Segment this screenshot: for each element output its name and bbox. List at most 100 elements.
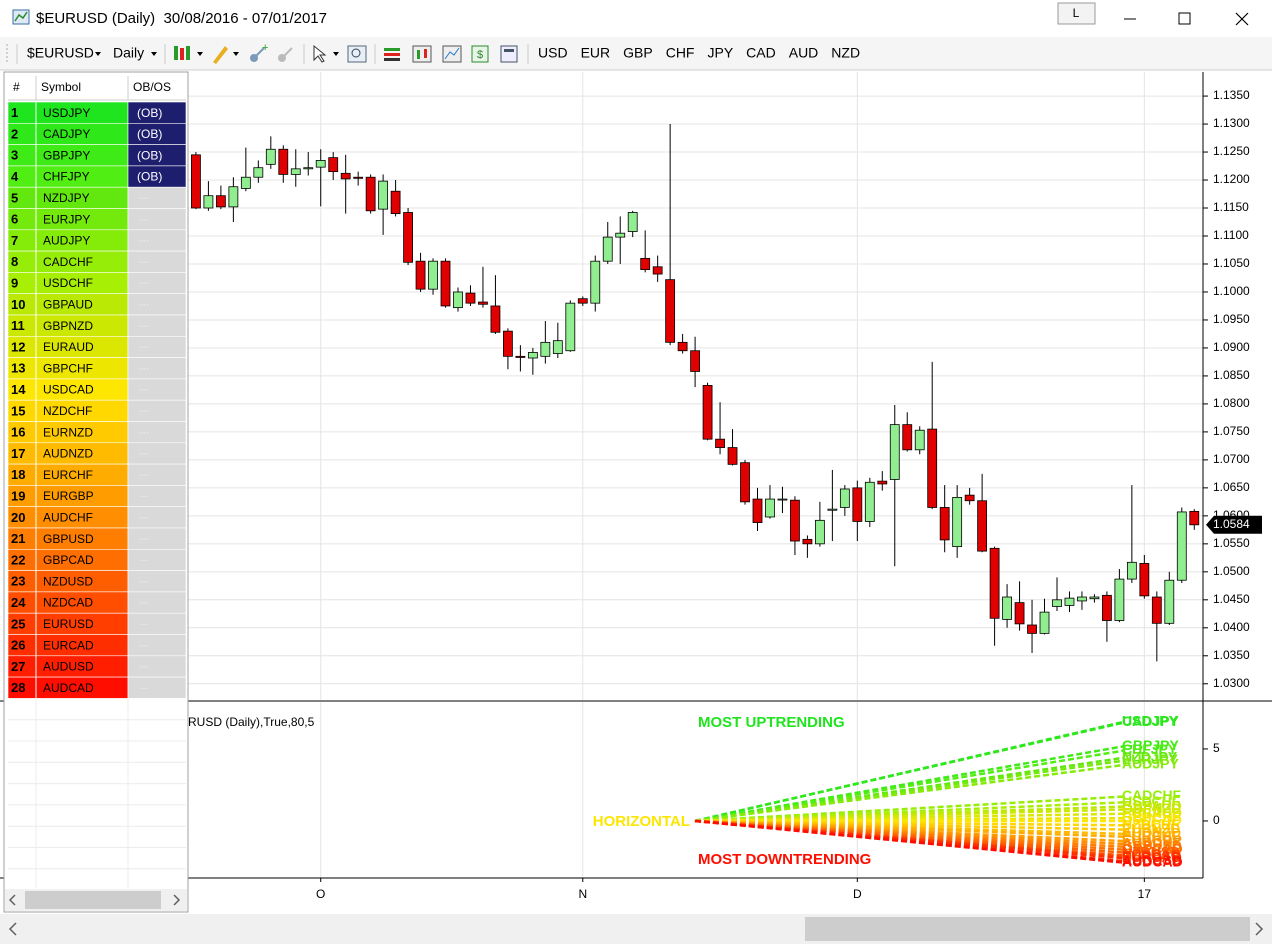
obos-cell[interactable]: ...	[139, 508, 149, 522]
scroll-right-arrow[interactable]	[1255, 922, 1264, 936]
currency-button[interactable]: EUR	[581, 45, 611, 61]
symbol-cell[interactable]: NZDJPY	[43, 191, 90, 205]
rank-cell[interactable]: 21	[11, 531, 25, 546]
dropdown-arrow[interactable]	[95, 52, 101, 56]
column-header[interactable]: #	[13, 80, 20, 94]
currency-buttons[interactable]: USD EUR GBP CHF JPY CAD AUD NZD	[538, 45, 860, 61]
obos-cell-bg[interactable]	[127, 229, 187, 252]
rank-cell[interactable]: 22	[11, 552, 25, 567]
column-header[interactable]: Symbol	[41, 80, 81, 94]
symbol-cell[interactable]: EURAUD	[43, 340, 94, 354]
obos-cell[interactable]: ...	[139, 657, 149, 671]
scroll-left-arrow[interactable]	[8, 922, 17, 936]
obos-cell[interactable]: (OB)	[137, 170, 162, 184]
obos-cell-bg[interactable]	[127, 591, 187, 614]
obos-cell-bg[interactable]	[127, 399, 187, 422]
obos-cell[interactable]: ...	[139, 571, 149, 585]
currency-button[interactable]: CHF	[666, 45, 695, 61]
l-button-label[interactable]: L	[1073, 6, 1080, 20]
currency-button[interactable]: AUD	[789, 45, 819, 61]
toolbar-icons[interactable]: + $	[174, 42, 529, 64]
rank-cell[interactable]: 1	[11, 105, 18, 120]
obos-cell-bg[interactable]	[127, 548, 187, 571]
obos-cell[interactable]: ...	[139, 252, 149, 266]
rank-cell[interactable]: 26	[11, 638, 25, 653]
symbol-cell[interactable]: CADJPY	[43, 127, 90, 141]
obos-cell[interactable]: ...	[139, 635, 149, 649]
obos-cell-bg[interactable]	[127, 421, 187, 444]
currency-button[interactable]: JPY	[707, 45, 733, 61]
obos-cell-bg[interactable]	[127, 676, 187, 699]
rank-cell[interactable]: 12	[11, 339, 25, 354]
symbol-cell[interactable]: EURJPY	[43, 212, 90, 226]
obos-cell-bg[interactable]	[127, 335, 187, 358]
obos-cell[interactable]: ...	[139, 678, 149, 692]
rank-cell[interactable]: 28	[11, 680, 25, 695]
currency-button[interactable]: CAD	[746, 45, 776, 61]
obos-cell[interactable]: ...	[139, 209, 149, 223]
symbol-cell[interactable]: AUDCAD	[43, 681, 94, 695]
obos-cell[interactable]: ...	[139, 614, 149, 628]
close-button[interactable]	[1235, 12, 1249, 26]
obos-cell[interactable]: ...	[139, 422, 149, 436]
symbol-cell[interactable]: AUDUSD	[43, 660, 94, 674]
rank-cell[interactable]: 8	[11, 254, 18, 269]
obos-cell[interactable]: (OB)	[137, 148, 162, 162]
symbol-cell[interactable]: AUDJPY	[43, 234, 90, 248]
obos-cell-bg[interactable]	[127, 612, 187, 635]
rank-cell[interactable]: 15	[11, 403, 25, 418]
obos-cell[interactable]: ...	[139, 550, 149, 564]
obos-cell-bg[interactable]	[127, 463, 187, 486]
symbol-cell[interactable]: GBPAUD	[43, 298, 93, 312]
obos-cell[interactable]: ...	[139, 273, 149, 287]
symbol-cell[interactable]: NZDCHF	[43, 404, 92, 418]
rank-cell[interactable]: 7	[11, 233, 18, 248]
obos-cell-bg[interactable]	[127, 314, 187, 337]
obos-cell[interactable]: ...	[139, 380, 149, 394]
obos-cell-bg[interactable]	[127, 527, 187, 550]
rank-cell[interactable]: 17	[11, 446, 25, 461]
currency-button[interactable]: GBP	[623, 45, 653, 61]
rank-cell[interactable]: 24	[11, 595, 26, 610]
obos-cell-bg[interactable]	[127, 250, 187, 273]
rank-cell[interactable]: 27	[11, 659, 25, 674]
obos-cell[interactable]: ...	[139, 316, 149, 330]
symbol-dropdown[interactable]: $EURUSD	[27, 45, 94, 61]
rank-cell[interactable]: 6	[11, 212, 18, 227]
obos-cell-bg[interactable]	[127, 485, 187, 507]
symbol-cell[interactable]: EURCAD	[43, 638, 94, 652]
obos-cell[interactable]: ...	[139, 358, 149, 372]
symbol-cell[interactable]: EURGBP	[43, 489, 94, 503]
obos-cell-bg[interactable]	[127, 655, 187, 678]
maximize-button[interactable]	[1178, 12, 1191, 25]
symbol-cell[interactable]: GBPCHF	[43, 361, 93, 375]
rank-cell[interactable]: 2	[11, 126, 18, 141]
symbol-cell[interactable]: NZDUSD	[43, 574, 93, 588]
rank-cell[interactable]: 3	[11, 148, 18, 163]
table-scroll-right[interactable]	[173, 894, 181, 906]
obos-cell[interactable]: (OB)	[137, 127, 162, 141]
rank-cell[interactable]: 19	[11, 488, 25, 503]
rank-cell[interactable]: 10	[11, 297, 25, 312]
symbol-cell[interactable]: USDJPY	[43, 106, 90, 120]
obos-cell[interactable]: ...	[139, 486, 149, 500]
obos-cell-bg[interactable]	[127, 570, 187, 593]
obos-cell[interactable]: ...	[139, 465, 149, 479]
symbol-cell[interactable]: CHFJPY	[43, 170, 90, 184]
rank-cell[interactable]: 20	[11, 510, 25, 525]
rank-cell[interactable]: 23	[11, 574, 25, 589]
symbol-cell[interactable]: USDCAD	[43, 383, 94, 397]
obos-cell-bg[interactable]	[127, 442, 187, 465]
symbol-cell[interactable]: GBPCAD	[43, 553, 94, 567]
obos-cell[interactable]: ...	[139, 188, 149, 202]
rank-cell[interactable]: 13	[11, 361, 25, 376]
currency-button[interactable]: USD	[538, 45, 568, 61]
period-dropdown[interactable]: Daily	[113, 45, 144, 61]
symbol-cell[interactable]: GBPNZD	[43, 319, 93, 333]
symbol-cell[interactable]: CADCHF	[43, 255, 93, 269]
obos-cell[interactable]: ...	[139, 337, 149, 351]
obos-cell[interactable]: ...	[139, 529, 149, 543]
obos-cell[interactable]: (OB)	[137, 106, 162, 120]
obos-cell-bg[interactable]	[127, 634, 187, 657]
table-scroll-left[interactable]	[8, 894, 16, 906]
